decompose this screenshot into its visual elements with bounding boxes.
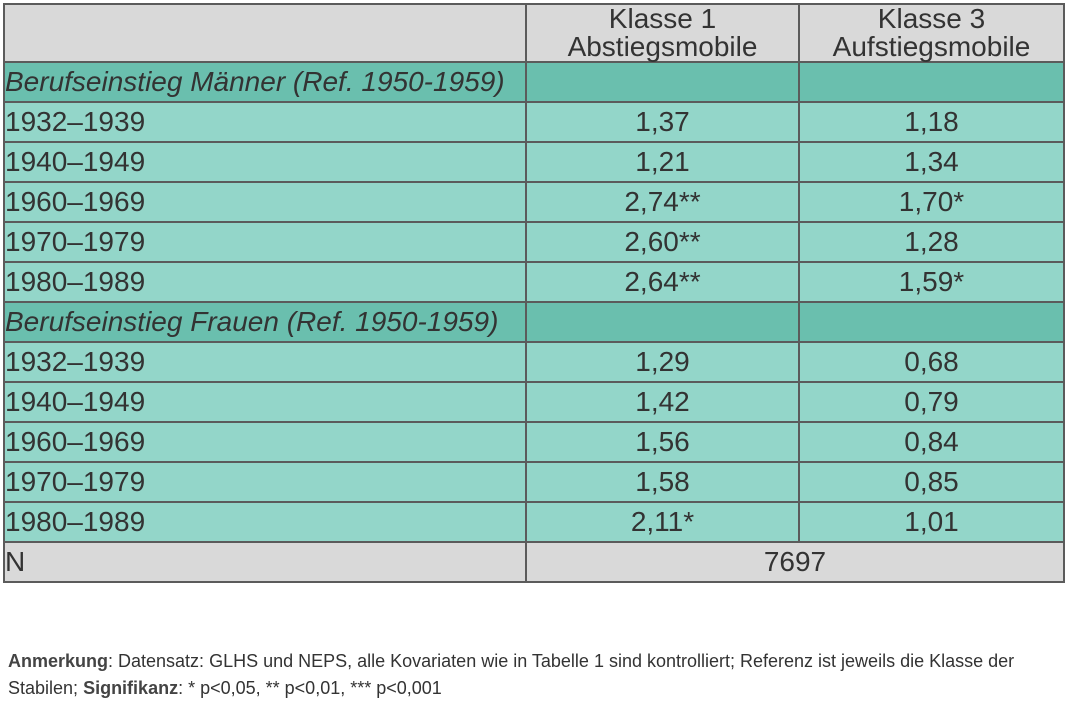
section-row-frauen: Berufseinstieg Frauen (Ref. 1950-1959)	[3, 301, 1065, 343]
anmerkung-label: Anmerkung	[8, 651, 109, 671]
value-klasse1: 2,74**	[525, 181, 800, 223]
value-klasse1: 1,37	[525, 101, 800, 143]
value-klasse3: 1,34	[798, 141, 1065, 183]
row-label: 1970–1979	[3, 221, 527, 263]
row-label: 1970–1979	[3, 461, 527, 503]
row-label: 1932–1939	[3, 341, 527, 383]
header-klasse1-title: Klasse 1	[608, 3, 717, 34]
signifikanz-label: Signifikanz	[83, 678, 179, 698]
table-row: 1960–1969 2,74** 1,70*	[3, 181, 1065, 223]
section-empty-cell	[798, 61, 1065, 103]
value-klasse3: 0,84	[798, 421, 1065, 463]
header-klasse3: Klasse 3 Aufstiegsmobile	[798, 3, 1065, 63]
value-klasse1: 1,56	[525, 421, 800, 463]
results-table: Klasse 1 Abstiegsmobile Klasse 3 Aufstie…	[3, 3, 1065, 583]
table-row: 1940–1949 1,42 0,79	[3, 381, 1065, 423]
table-row: 1970–1979 1,58 0,85	[3, 461, 1065, 503]
section-title: Berufseinstieg Frauen (Ref. 1950-1959)	[3, 301, 527, 343]
header-klasse3-title: Klasse 3	[877, 3, 986, 34]
value-klasse3: 1,01	[798, 501, 1065, 543]
section-title: Berufseinstieg Männer (Ref. 1950-1959)	[3, 61, 527, 103]
n-label: N	[3, 541, 527, 583]
value-klasse1: 1,58	[525, 461, 800, 503]
row-label: 1980–1989	[3, 501, 527, 543]
value-klasse1: 1,29	[525, 341, 800, 383]
table-row: 1932–1939 1,29 0,68	[3, 341, 1065, 383]
value-klasse3: 0,79	[798, 381, 1065, 423]
row-label: 1932–1939	[3, 101, 527, 143]
value-klasse3: 1,18	[798, 101, 1065, 143]
value-klasse3: 0,68	[798, 341, 1065, 383]
anmerkung-text: : Datensatz: GLHS und NEPS, alle Kovaria…	[8, 651, 1015, 698]
header-klasse1: Klasse 1 Abstiegsmobile	[525, 3, 800, 63]
table-row: 1980–1989 2,11* 1,01	[3, 501, 1065, 543]
table-note: Anmerkung: Datensatz: GLHS und NEPS, all…	[8, 648, 1058, 702]
value-klasse3: 0,85	[798, 461, 1065, 503]
row-label: 1960–1969	[3, 421, 527, 463]
table-row: 1980–1989 2,64** 1,59*	[3, 261, 1065, 303]
section-empty-cell	[525, 61, 800, 103]
value-klasse1: 2,60**	[525, 221, 800, 263]
n-value: 7697	[525, 541, 1065, 583]
row-label: 1960–1969	[3, 181, 527, 223]
table-row: 1960–1969 1,56 0,84	[3, 421, 1065, 463]
n-row: N 7697	[3, 541, 1065, 583]
value-klasse1: 2,11*	[525, 501, 800, 543]
section-row-maenner: Berufseinstieg Männer (Ref. 1950-1959)	[3, 61, 1065, 103]
table-row: 1970–1979 2,60** 1,28	[3, 221, 1065, 263]
header-row: Klasse 1 Abstiegsmobile Klasse 3 Aufstie…	[3, 3, 1065, 63]
table-row: 1932–1939 1,37 1,18	[3, 101, 1065, 143]
value-klasse3: 1,70*	[798, 181, 1065, 223]
value-klasse1: 2,64**	[525, 261, 800, 303]
value-klasse3: 1,59*	[798, 261, 1065, 303]
row-label: 1980–1989	[3, 261, 527, 303]
section-empty-cell	[525, 301, 800, 343]
value-klasse1: 1,21	[525, 141, 800, 183]
value-klasse1: 1,42	[525, 381, 800, 423]
row-label: 1940–1949	[3, 141, 527, 183]
header-klasse1-subtitle: Abstiegsmobile	[567, 31, 758, 62]
value-klasse3: 1,28	[798, 221, 1065, 263]
section-empty-cell	[798, 301, 1065, 343]
header-empty-cell	[3, 3, 527, 63]
row-label: 1940–1949	[3, 381, 527, 423]
signifikanz-text: : * p<0,05, ** p<0,01, *** p<0,001	[178, 678, 442, 698]
header-klasse3-subtitle: Aufstiegsmobile	[832, 31, 1031, 62]
table-row: 1940–1949 1,21 1,34	[3, 141, 1065, 183]
